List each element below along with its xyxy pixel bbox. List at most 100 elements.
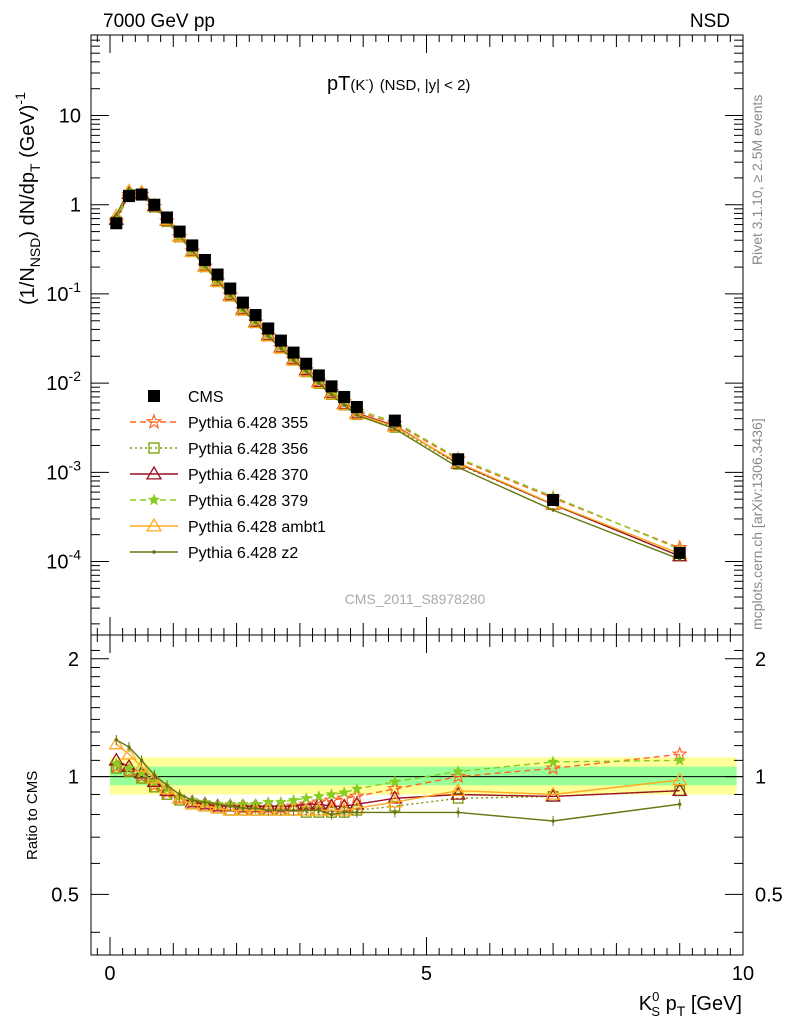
legend-label: Pythia 6.428 356 xyxy=(188,441,308,458)
legend-entry: Pythia 6.428 370 xyxy=(130,465,308,484)
legend-label: Pythia 6.428 ambt1 xyxy=(188,519,326,536)
main-y-tick-label: 10-2 xyxy=(46,368,81,395)
data-point xyxy=(160,211,173,224)
series-point xyxy=(260,328,277,342)
series-ratio-point xyxy=(108,736,125,750)
series-ratio-point xyxy=(122,761,136,774)
series-ratio-point xyxy=(197,798,213,812)
series-point xyxy=(291,358,296,362)
series-point xyxy=(317,381,321,385)
series-ratio-point xyxy=(671,772,688,786)
main-y-label: (1/NNSD) dN/dpT (GeV)-1 xyxy=(12,92,43,305)
series-ratio-point xyxy=(121,746,137,760)
series-main-data xyxy=(110,188,686,559)
series-ratio-point xyxy=(388,775,401,788)
series-point xyxy=(247,314,264,329)
series-point xyxy=(342,403,346,407)
series-point xyxy=(311,375,327,389)
legend-entry: CMS xyxy=(148,389,224,406)
data-point xyxy=(338,390,351,403)
analysis-label: CMS_2011_S8978280 xyxy=(345,591,486,607)
series-point xyxy=(285,352,302,366)
legend-label: Pythia 6.428 z2 xyxy=(188,545,298,562)
data-point xyxy=(350,400,363,413)
data-point xyxy=(122,190,135,203)
series-ratio-point xyxy=(209,800,226,814)
series-ratio-point xyxy=(171,790,188,804)
legend-entry: Pythia 6.428 379 xyxy=(130,493,308,510)
data-point xyxy=(287,346,300,359)
series-ratio-point xyxy=(450,782,466,797)
main-panel: 10-4 10-3 10-2 10-1 1 10 xyxy=(46,34,744,636)
series-ratio-line xyxy=(115,739,680,822)
data-point xyxy=(148,198,161,211)
x-tick-label: 0 xyxy=(104,963,115,985)
legend-marker xyxy=(145,517,163,532)
series-point xyxy=(329,393,334,397)
data-point xyxy=(211,268,224,281)
data-point xyxy=(452,453,465,466)
series-ratio-point xyxy=(325,788,338,800)
series-point xyxy=(273,340,289,354)
data-point xyxy=(547,493,560,506)
series-point xyxy=(551,508,555,512)
main-y-tick-label: 10 xyxy=(59,106,81,128)
series-point xyxy=(456,465,460,470)
series-ratio-point xyxy=(671,782,688,797)
series-point xyxy=(114,213,119,217)
legend-marker xyxy=(145,465,163,480)
data-point xyxy=(110,217,123,230)
series-point xyxy=(222,288,239,302)
series-ratio-point xyxy=(222,802,239,816)
legend-label: CMS xyxy=(188,389,224,406)
series-point xyxy=(393,427,397,431)
series-ratio-point xyxy=(338,786,351,798)
ratio-y-tick-label-right: 1 xyxy=(755,767,766,789)
ratio-y-tick-label: 1 xyxy=(68,767,79,789)
series-ratio-point xyxy=(300,791,313,804)
series-point xyxy=(336,396,352,410)
legend-label: Pythia 6.428 355 xyxy=(188,415,308,432)
legend-marker xyxy=(152,550,156,554)
series-ratio-line xyxy=(115,743,680,811)
main-y-tick-label: 10-4 xyxy=(46,547,81,574)
data-point xyxy=(300,357,313,370)
series-ratio-point xyxy=(450,786,466,800)
series-point xyxy=(279,346,283,350)
main-y-tick-label: 1 xyxy=(70,195,81,217)
ratio-y-label: Ratio to CMS xyxy=(24,771,41,860)
ratio-band-inner xyxy=(109,766,737,786)
series-ratio-point xyxy=(159,782,175,797)
series-ratio-point xyxy=(348,787,365,804)
series-ratio-point xyxy=(184,796,201,810)
plot-title: pT(K-) (NSD, |y| < 2) xyxy=(327,73,470,95)
series-ratio-point xyxy=(387,790,403,804)
series-point xyxy=(304,369,308,374)
series-ratio-point xyxy=(450,768,467,784)
series-ratio-point xyxy=(452,792,464,804)
series-ratio-point xyxy=(311,793,327,810)
data-point xyxy=(274,334,287,347)
data-point xyxy=(325,380,338,393)
legend-entry: Pythia 6.428 z2 xyxy=(130,545,298,562)
series-ratio-point xyxy=(336,789,353,806)
series-ratio-point xyxy=(110,757,123,769)
data-point xyxy=(173,225,186,238)
legend-entry: Pythia 6.428 355 xyxy=(130,413,308,432)
ratio-y-tick-label: 2 xyxy=(68,649,79,671)
series-ratio-6 xyxy=(114,734,682,827)
ratio-y-tick-label-right: 2 xyxy=(755,649,766,671)
series-ratio-point xyxy=(387,794,403,808)
series-point xyxy=(266,334,270,338)
main-y-tick-label: 10-1 xyxy=(46,279,81,306)
legend-entry: Pythia 6.428 356 xyxy=(130,441,308,458)
data-point xyxy=(236,296,249,309)
legend-label: Pythia 6.428 379 xyxy=(188,493,308,510)
series-ratio-point xyxy=(148,775,161,787)
x-tick-label: 10 xyxy=(732,963,754,985)
legend: CMS Pythia 6.428 355 Pythia 6.428 356 Pythi… xyxy=(130,389,326,562)
series-ratio-point xyxy=(545,759,562,776)
data-point xyxy=(198,254,211,267)
series-ratio-point xyxy=(235,802,251,816)
